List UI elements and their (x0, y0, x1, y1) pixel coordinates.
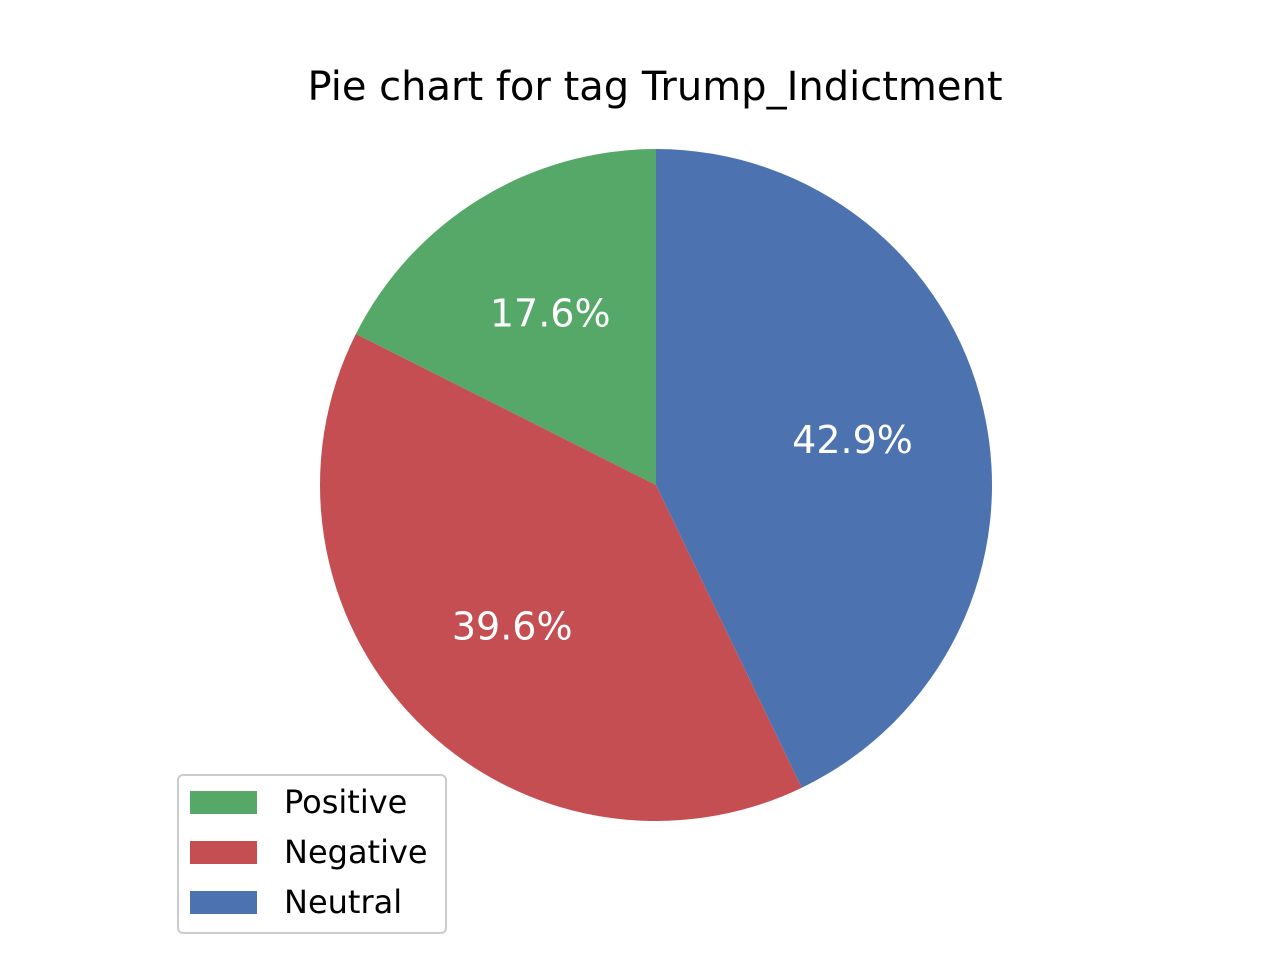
legend-swatch-negative (190, 841, 257, 864)
pie-slice-negative (320, 334, 802, 821)
pie-slice-labels: 17.6% 39.6% 42.9% (452, 291, 913, 648)
legend-label-neutral: Neutral (284, 883, 402, 921)
legend-label-negative: Negative (284, 833, 428, 871)
pie-label-positive: 17.6% (490, 291, 611, 335)
legend-swatch-neutral (190, 891, 257, 914)
legend-swatch-positive (190, 791, 257, 814)
pie-label-negative: 39.6% (452, 604, 573, 648)
pie-slice-positive (355, 149, 656, 485)
legend: Positive Negative Neutral (177, 774, 447, 934)
pie-slice-neutral (656, 149, 992, 788)
pie-slices (320, 149, 992, 821)
legend-label-positive: Positive (284, 783, 407, 821)
chart-title: Pie chart for tag Trump_Indictment (307, 64, 1002, 110)
pie-label-neutral: 42.9% (792, 418, 913, 462)
